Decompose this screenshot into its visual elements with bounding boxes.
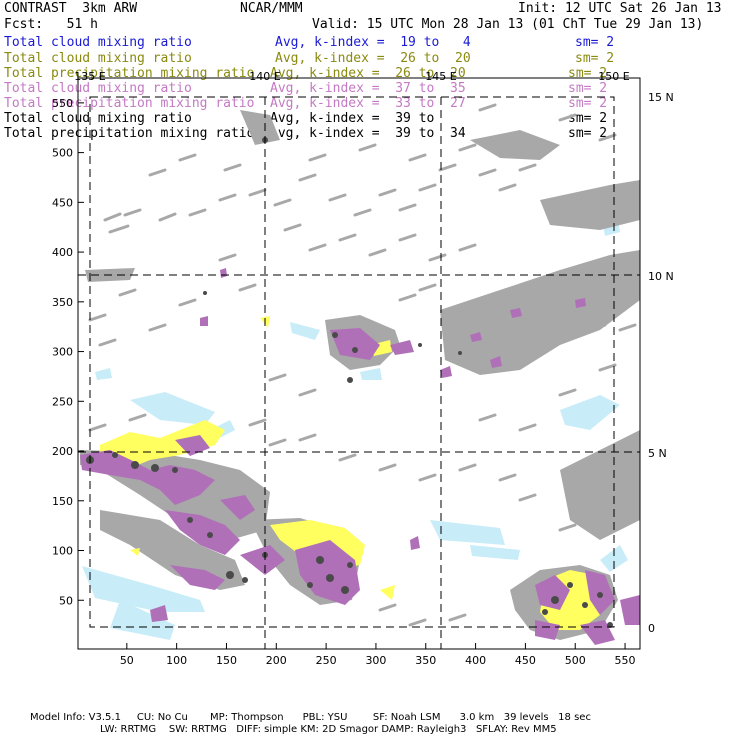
- legend-avg: Avg, k-index = 19 to 4: [275, 35, 471, 50]
- lat-label: 5 N: [648, 447, 667, 460]
- legend-avg: Avg, k-index = 37 to 35: [270, 81, 466, 96]
- inner-domain-box: [89, 96, 615, 628]
- org-label: NCAR/MMM: [240, 1, 303, 16]
- legend-label: Total cloud mixing ratio: [4, 111, 192, 126]
- legend-label: Total cloud mixing ratio: [4, 35, 192, 50]
- legend-sm: sm= 2: [568, 96, 608, 111]
- purple-precip-field: [80, 268, 640, 645]
- lat-label: 10 N: [648, 270, 674, 283]
- light-blue-cloud-field: [82, 200, 640, 640]
- x-tick-label: 450: [515, 654, 536, 667]
- dark-cloud-cores: [86, 137, 613, 628]
- x-tick-label: 150: [216, 654, 237, 667]
- x-tick-label: 350: [415, 654, 436, 667]
- cloud-streaks: [88, 103, 637, 627]
- y-tick-label: 150: [52, 495, 73, 508]
- y-tick-label: 350: [52, 296, 73, 309]
- legend-avg: Avg, k-index = 33 to 27: [270, 96, 466, 111]
- model-info-line2: LW: RRTMG SW: RRTMG DIFF: simple KM: 2D …: [100, 724, 557, 735]
- x-tick-label: 50: [120, 654, 134, 667]
- y-tick-label: 200: [52, 445, 73, 458]
- lat-label: 0: [648, 622, 655, 635]
- x-tick-label: 300: [365, 654, 386, 667]
- valid-time: Valid: 15 UTC Mon 28 Jan 13 (01 ChT Tue …: [312, 17, 704, 32]
- map-fields: [80, 103, 640, 645]
- init-time: Init: 12 UTC Sat 26 Jan 13: [518, 1, 722, 16]
- legend-label: Total precipitation mixing ratio: [4, 126, 255, 141]
- x-tick-label: 200: [266, 654, 287, 667]
- plot-frame: [77, 77, 641, 650]
- lat-label: 15 N: [648, 91, 674, 104]
- y-tick-label: 300: [52, 346, 73, 359]
- y-tick-label: 500: [52, 147, 73, 160]
- legend-sm: sm= 2: [568, 66, 608, 81]
- forecast-hour: Fcst: 51 h: [4, 17, 98, 32]
- legend-avg: Avg, k-index = 39 to: [270, 111, 451, 126]
- y-tick-label: 50: [59, 594, 73, 607]
- legend-avg: Avg, k-index = 39 to 34: [270, 126, 466, 141]
- legend-sm: sm= 2: [575, 35, 615, 50]
- y-tick-label: 450: [52, 196, 73, 209]
- legend-label: Total cloud mixing ratio: [4, 51, 192, 66]
- x-axis: 50 100 150 200 250 300 350 400 450 500 550: [120, 643, 636, 667]
- legend-sm: sm= 2: [568, 81, 608, 96]
- legend-label: Total precipitation mixing ratio: [4, 96, 255, 111]
- y-tick-label: 100: [52, 545, 73, 558]
- lat-lon-grid: [78, 97, 640, 649]
- x-tick-label: 550: [615, 654, 636, 667]
- y-tick-label: 250: [52, 395, 73, 408]
- x-tick-label: 250: [316, 654, 337, 667]
- x-tick-label: 500: [565, 654, 586, 667]
- model-title: CONTRAST 3km ARW: [4, 1, 138, 16]
- legend-label: Total cloud mixing ratio: [4, 81, 192, 96]
- legend-avg: Avg, k-index = 26 to 20: [270, 66, 466, 81]
- yellow-precip-field: [100, 316, 610, 630]
- legend-avg: Avg, k-index = 26 to 20: [275, 51, 471, 66]
- y-tick-label: 400: [52, 246, 73, 259]
- legend-sm: sm= 2: [568, 111, 608, 126]
- legend-sm: sm= 2: [575, 51, 615, 66]
- x-tick-label: 400: [465, 654, 486, 667]
- legend-label: Total precipitation mixing ratio: [4, 66, 255, 81]
- x-tick-label: 100: [166, 654, 187, 667]
- legend-sm: sm= 2: [568, 126, 608, 141]
- gray-cloud-field: [80, 110, 640, 640]
- model-info-line1: Model Info: V3.5.1 CU: No Cu MP: Thompso…: [30, 712, 591, 723]
